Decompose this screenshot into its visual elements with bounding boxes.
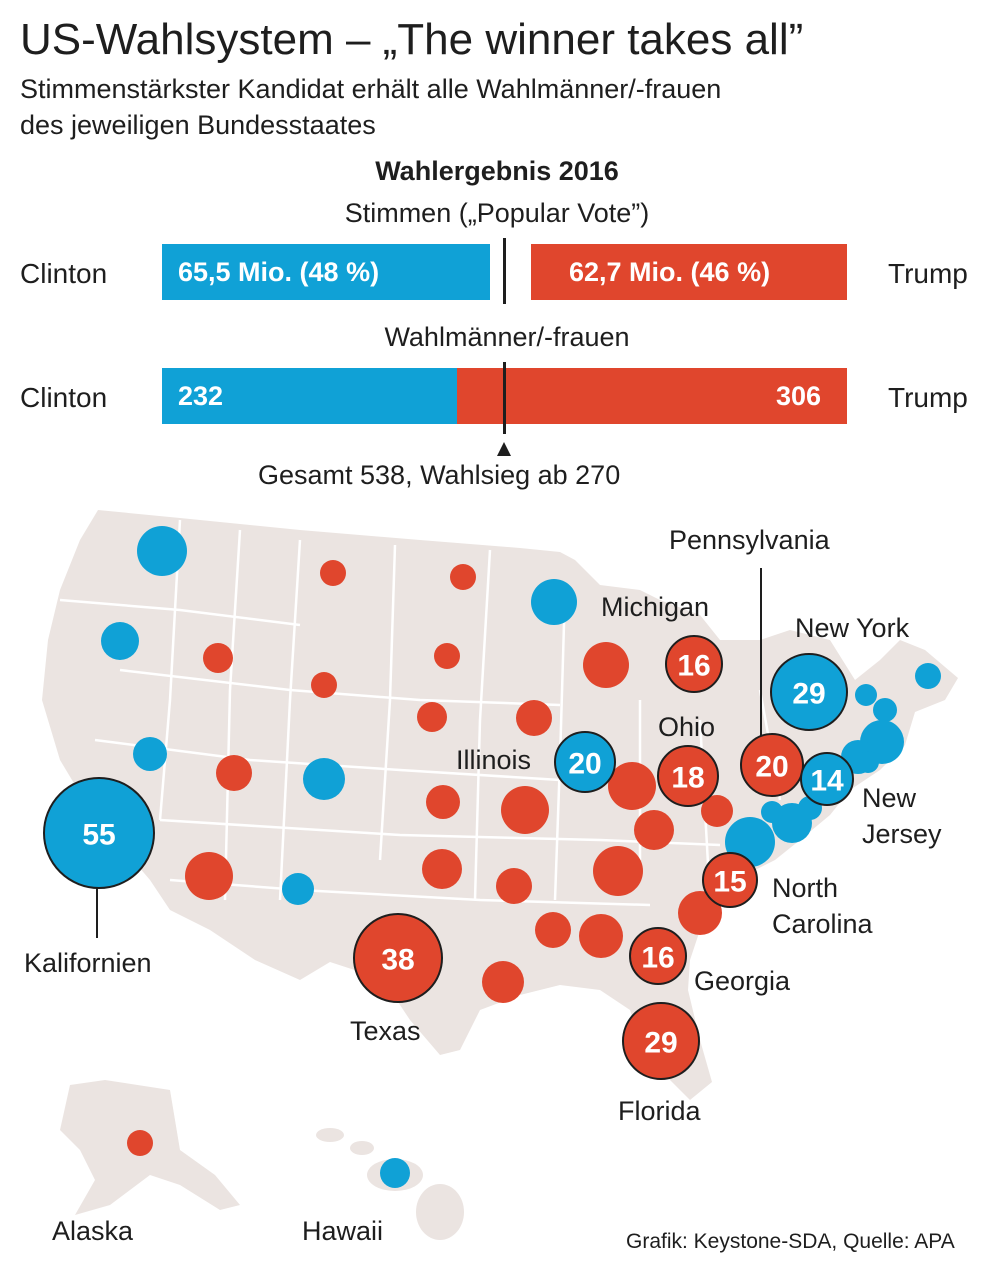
label-north-carolina-1: North	[772, 873, 838, 903]
bubble-texas	[353, 913, 443, 1003]
value-michigan: 16	[677, 650, 710, 683]
page-title: US-Wahlsystem – „The winner takes all”	[20, 15, 804, 64]
value-ohio: 18	[671, 762, 704, 795]
label-alaska: Alaska	[52, 1216, 134, 1246]
bubble-rhode-island	[857, 751, 879, 773]
state-labels: Kalifornien Texas Florida New York Illin…	[24, 525, 942, 1246]
bubble-wisconsin	[583, 642, 629, 688]
bubble-washington	[137, 526, 187, 576]
popular-vote-clinton-bar: 65,5 Mio. (48 %)	[162, 244, 490, 300]
bubble-nebraska	[417, 702, 447, 732]
label-pennsylvania: Pennsylvania	[669, 525, 831, 555]
label-texas: Texas	[350, 1016, 421, 1046]
label-north-carolina-2: Carolina	[772, 909, 874, 939]
labeled-bubbles	[43, 635, 854, 1080]
value-north-carolina: 15	[713, 866, 746, 899]
label-ohio: Ohio	[658, 712, 715, 742]
bubble-west-virginia	[701, 795, 733, 827]
bubble-missouri	[501, 786, 549, 834]
subtitle-line-1: Stimmenstärkster Kandidat erhält alle Wa…	[20, 74, 722, 104]
bubble-california	[43, 777, 155, 889]
bubble-arizona	[185, 852, 233, 900]
value-georgia: 16	[641, 942, 674, 975]
bubble-new-york	[770, 653, 848, 731]
source-credit: Grafik: Keystone-SDA, Quelle: APA	[626, 1230, 955, 1253]
value-illinois: 20	[568, 748, 601, 781]
bubble-utah	[216, 755, 252, 791]
bubble-new-hampshire	[873, 698, 897, 722]
label-illinois: Illinois	[456, 745, 531, 775]
label-kalifornien: Kalifornien	[24, 948, 152, 978]
label-georgia: Georgia	[694, 966, 791, 996]
value-florida: 29	[644, 1027, 677, 1060]
bubble-new-jersey	[800, 752, 854, 806]
bubble-kentucky	[634, 810, 674, 850]
label-hawaii: Hawaii	[302, 1216, 383, 1246]
bubble-oregon	[101, 622, 139, 660]
value-texas: 38	[381, 944, 414, 977]
bubble-colorado	[303, 758, 345, 800]
label-new-jersey-2: Jersey	[862, 819, 942, 849]
electoral-trump-bar: 306	[457, 368, 847, 424]
popular-vote-trump-bar: 62,7 Mio. (46 %)	[531, 244, 847, 300]
popular-vote-trump-name: Trump	[888, 258, 968, 289]
bubble-alabama	[579, 914, 623, 958]
leader-lines	[96, 568, 762, 938]
bubble-michigan	[665, 635, 723, 693]
bubble-nevada	[133, 737, 167, 771]
bubble-south-dakota	[434, 643, 460, 669]
value-pennsylvania: 20	[755, 751, 788, 784]
bubble-north-carolina	[702, 852, 758, 908]
electoral-vote-title: Wahlmänner/-frauen	[384, 322, 630, 352]
bubble-pennsylvania	[740, 733, 804, 797]
bubble-iowa	[516, 700, 552, 736]
value-new-york: 29	[792, 678, 825, 711]
bubble-alaska	[127, 1130, 153, 1156]
bubble-indiana	[608, 762, 656, 810]
bubble-new-mexico	[282, 873, 314, 905]
value-new-jersey: 14	[810, 765, 844, 798]
bubble-vermont	[855, 684, 877, 706]
majority-arrow-icon	[497, 442, 511, 456]
electoral-clinton-bar: 232	[162, 368, 457, 424]
label-new-jersey-1: New	[862, 783, 917, 813]
bubble-wyoming	[311, 672, 337, 698]
bubble-north-dakota	[450, 564, 476, 590]
bubble-maine	[915, 663, 941, 689]
bubble-florida	[622, 1002, 700, 1080]
bubble-montana	[320, 560, 346, 586]
popular-vote-title: Stimmen („Popular Vote”)	[344, 198, 650, 228]
electoral-total-label: Gesamt 538, Wahlsieg ab 270	[258, 460, 621, 490]
results-title: Wahlergebnis 2016	[375, 156, 619, 186]
label-new-york: New York	[795, 613, 910, 643]
bubble-minnesota	[531, 579, 577, 625]
bubble-mississippi	[535, 912, 571, 948]
electoral-trump-name: Trump	[888, 382, 968, 413]
bubble-kansas	[426, 785, 460, 819]
bubble-ohio	[657, 745, 719, 807]
bubble-values: 55 38 29 29 20 20 18 16 16 15 14	[82, 650, 844, 1060]
bubble-georgia	[629, 927, 687, 985]
majority-line	[503, 362, 506, 434]
bubble-louisiana	[482, 961, 524, 1003]
bubble-tennessee	[593, 846, 643, 896]
popular-vote-center-line	[503, 238, 506, 304]
subtitle-line-2: des jeweiligen Bundesstaates	[20, 110, 376, 140]
bubble-idaho	[203, 643, 233, 673]
us-landmass	[42, 510, 958, 1100]
state-bubbles	[101, 526, 941, 1188]
bubble-dc	[761, 801, 783, 823]
label-florida: Florida	[618, 1096, 702, 1126]
label-michigan: Michigan	[601, 592, 709, 622]
value-california: 55	[82, 819, 115, 852]
bubble-hawaii	[380, 1158, 410, 1188]
popular-vote-clinton-name: Clinton	[20, 258, 108, 289]
bubble-arkansas	[496, 868, 532, 904]
bubble-oklahoma	[422, 849, 462, 889]
bubble-south-carolina	[678, 891, 722, 935]
bubble-illinois	[554, 731, 616, 793]
electoral-clinton-name: Clinton	[20, 382, 108, 413]
